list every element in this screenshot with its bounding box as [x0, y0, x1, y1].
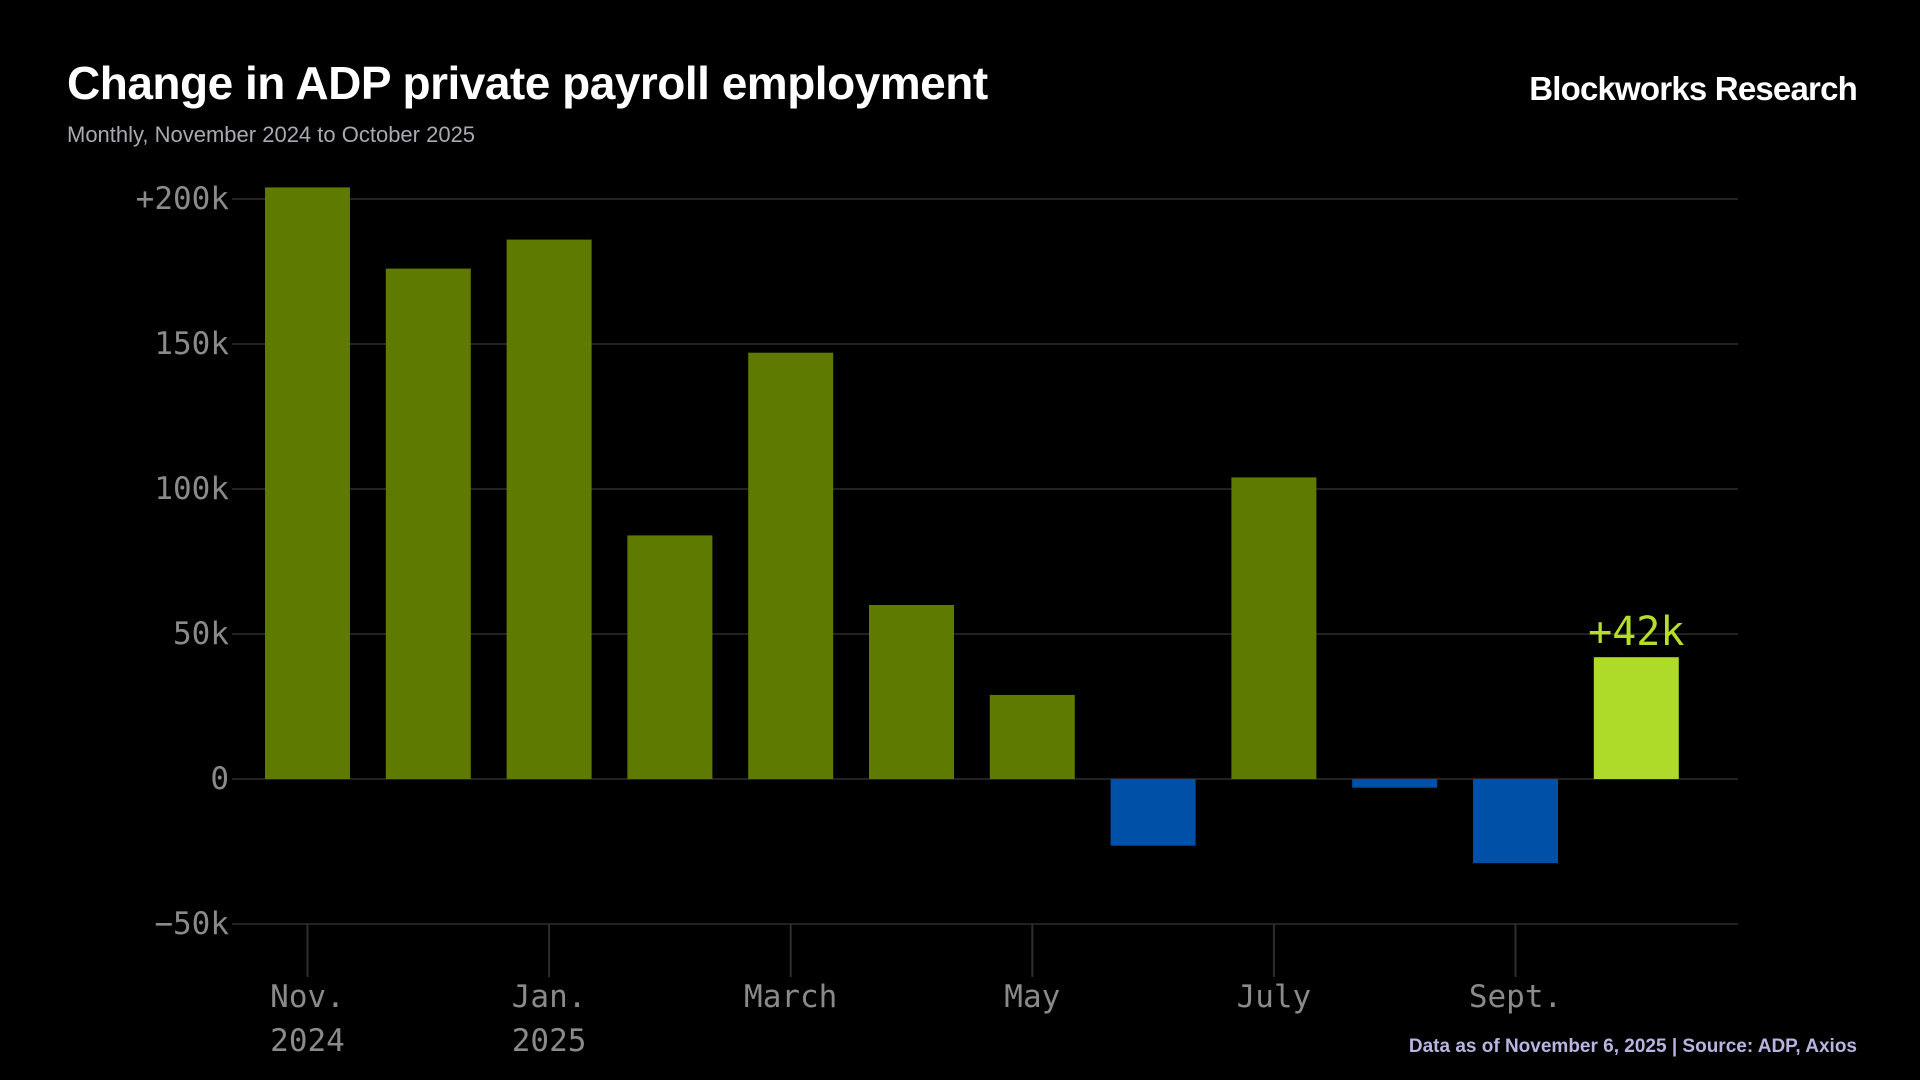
- source-footnote: Data as of November 6, 2025 | Source: AD…: [1408, 1036, 1857, 1057]
- bar: [869, 605, 954, 779]
- x-tick-label: 2025: [512, 1023, 587, 1059]
- annotations: +42k: [1588, 609, 1684, 655]
- bar: [1352, 779, 1438, 788]
- x-tick-label: Jan.: [512, 979, 587, 1015]
- bar: [1593, 657, 1679, 779]
- bar: [627, 535, 713, 779]
- data-label: +42k: [1588, 609, 1684, 655]
- y-tick-label: 50k: [173, 616, 229, 652]
- brand-logo: Blockworks Research: [1529, 70, 1858, 107]
- x-tick-label: Sept.: [1469, 979, 1562, 1015]
- bar: [1231, 477, 1317, 779]
- y-tick-label: 150k: [154, 326, 229, 362]
- bar: [506, 239, 592, 780]
- bar: [1473, 779, 1558, 864]
- x-tick-label: March: [744, 979, 837, 1015]
- y-tick-label: +200k: [136, 181, 230, 217]
- x-tick-label: Nov.: [270, 979, 345, 1015]
- bar: [1110, 779, 1196, 846]
- bar: [748, 352, 834, 779]
- y-axis-tick-labels: −50k 0 50k 100k 150k +200k: [136, 181, 230, 942]
- gridlines: [232, 198, 1738, 925]
- y-tick-label: 100k: [154, 471, 229, 507]
- x-tick-label: 2024: [270, 1023, 345, 1059]
- bar: [265, 187, 350, 779]
- bars: [265, 187, 1679, 864]
- y-tick-label: 0: [210, 761, 229, 797]
- bar: [989, 694, 1075, 779]
- x-tick-label: May: [1004, 979, 1060, 1015]
- chart-title: Change in ADP private payroll employment: [67, 57, 988, 109]
- x-axis-ticks: Nov. 2024 Jan. 2025 March May July Sept.: [270, 924, 1562, 1059]
- x-tick-label: July: [1237, 979, 1312, 1015]
- chart-subtitle: Monthly, November 2024 to October 2025: [67, 122, 476, 147]
- bar: [385, 268, 471, 779]
- y-tick-label: −50k: [154, 906, 229, 942]
